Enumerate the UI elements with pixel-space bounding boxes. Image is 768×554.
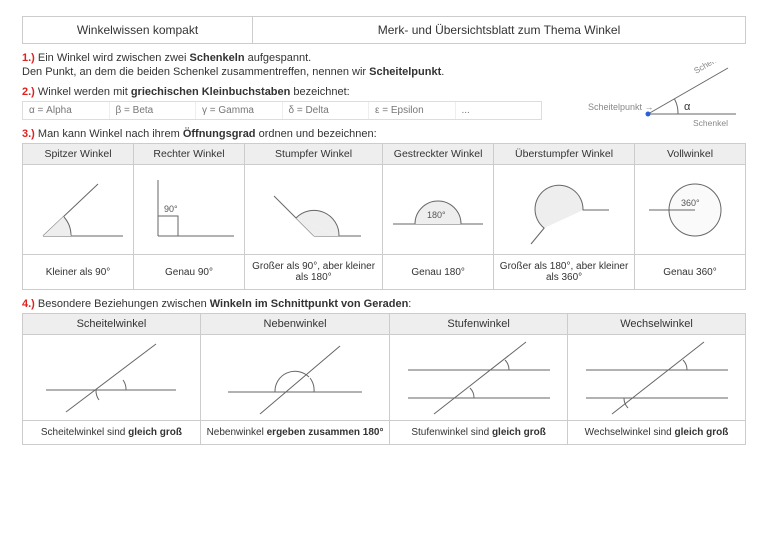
header-title-right: Merk- und Übersichtsblatt zum Thema Wink… — [253, 17, 745, 43]
angle-obtuse-diagram — [245, 165, 383, 255]
angle-type-table: Spitzer Winkel Rechter Winkel Stumpfer W… — [22, 143, 746, 290]
section-3: 3.) Man kann Winkel nach ihrem Öffnungsg… — [22, 128, 746, 290]
rh0: Scheitelwinkel — [23, 314, 201, 335]
supplementary-angles-diagram — [200, 335, 389, 421]
s1-l2c: . — [441, 66, 444, 78]
section-4: 4.) Besondere Beziehungen zwischen Winke… — [22, 298, 746, 445]
s2-tc: bezeichnet: — [290, 86, 349, 98]
rd1: Nebenwinkel ergeben zusammen 180° — [200, 421, 389, 445]
lbl-schenkel-t: Schenkel — [692, 62, 727, 76]
svg-text:180°: 180° — [427, 210, 446, 220]
s1-l1b: Schenkeln — [190, 52, 245, 64]
angle-relation-table: Scheitelwinkel Nebenwinkel Stufenwinkel … — [22, 313, 746, 445]
ah2: Stumpfer Winkel — [245, 144, 383, 165]
greek-table: α = Alpha β = Beta γ = Gamma δ = Delta ε… — [22, 101, 542, 120]
angle-intro-diagram: α Schenkel Schenkel Scheitelpunkt → — [588, 62, 738, 134]
ad2: Großer als 90°, aber kleiner als 180° — [245, 255, 383, 290]
angle-right-diagram: 90° — [134, 165, 245, 255]
rh3: Wechselwinkel — [568, 314, 746, 335]
ad1: Genau 90° — [134, 255, 245, 290]
svg-text:360°: 360° — [681, 198, 700, 208]
angle-straight-diagram: 180° — [383, 165, 494, 255]
greek-more: ... — [456, 102, 542, 119]
s2-num: 2.) — [22, 86, 35, 98]
lbl-scheitel: Scheitelpunkt → — [588, 102, 654, 112]
s4-tb: Winkeln im Schnittpunkt von Geraden — [210, 298, 409, 310]
header-row: Winkelwissen kompakt Merk- und Übersicht… — [22, 16, 746, 44]
ah3: Gestreckter Winkel — [383, 144, 494, 165]
greek-beta: β = Beta — [110, 102, 197, 119]
ad5: Genau 360° — [634, 255, 745, 290]
ah1: Rechter Winkel — [134, 144, 245, 165]
s4-ta: Besondere Beziehungen zwischen — [38, 298, 210, 310]
s4-tc: : — [408, 298, 411, 310]
angle-full-diagram: 360° — [634, 165, 745, 255]
s3-tc: ordnen und bezeichnen: — [256, 128, 377, 140]
rd2: Stufenwinkel sind gleich groß — [390, 421, 568, 445]
rh1: Nebenwinkel — [200, 314, 389, 335]
s4-num: 4.) — [22, 298, 35, 310]
s3-ta: Man kann Winkel nach ihrem — [38, 128, 183, 140]
header-title-left: Winkelwissen kompakt — [23, 17, 253, 43]
s3-tb: Öffnungsgrad — [183, 128, 256, 140]
ah4: Überstumpfer Winkel — [494, 144, 635, 165]
ad3: Genau 180° — [383, 255, 494, 290]
svg-text:90°: 90° — [164, 204, 178, 214]
greek-delta: δ = Delta — [283, 102, 370, 119]
vertical-angles-diagram — [23, 335, 201, 421]
greek-epsilon: ε = Epsilon — [369, 102, 456, 119]
ah5: Vollwinkel — [634, 144, 745, 165]
svg-text:α: α — [684, 101, 691, 113]
s1-l1a: Ein Winkel wird zwischen zwei — [38, 52, 190, 64]
greek-gamma: γ = Gamma — [196, 102, 283, 119]
ad0: Kleiner als 90° — [23, 255, 134, 290]
s1-l1c: aufgespannt. — [245, 52, 312, 64]
s2-ta: Winkel werden mit — [38, 86, 131, 98]
alternate-angles-diagram — [568, 335, 746, 421]
s1-num: 1.) — [22, 52, 35, 64]
ad4: Großer als 180°, aber kleiner als 360° — [494, 255, 635, 290]
lbl-schenkel-b: Schenkel — [693, 118, 728, 128]
corresponding-angles-diagram — [390, 335, 568, 421]
angle-acute-diagram — [23, 165, 134, 255]
s1-l2b: Scheitelpunkt — [369, 66, 441, 78]
rd3: Wechselwinkel sind gleich groß — [568, 421, 746, 445]
rd0: Scheitelwinkel sind gleich groß — [23, 421, 201, 445]
greek-alpha: α = Alpha — [23, 102, 110, 119]
s2-tb: griechischen Kleinbuchstaben — [131, 86, 291, 98]
s1-l2a: Den Punkt, an dem die beiden Schenkel zu… — [22, 66, 369, 78]
s4-line: 4.) Besondere Beziehungen zwischen Winke… — [22, 298, 746, 310]
ah0: Spitzer Winkel — [23, 144, 134, 165]
rh2: Stufenwinkel — [390, 314, 568, 335]
s3-num: 3.) — [22, 128, 35, 140]
angle-reflex-diagram — [494, 165, 635, 255]
